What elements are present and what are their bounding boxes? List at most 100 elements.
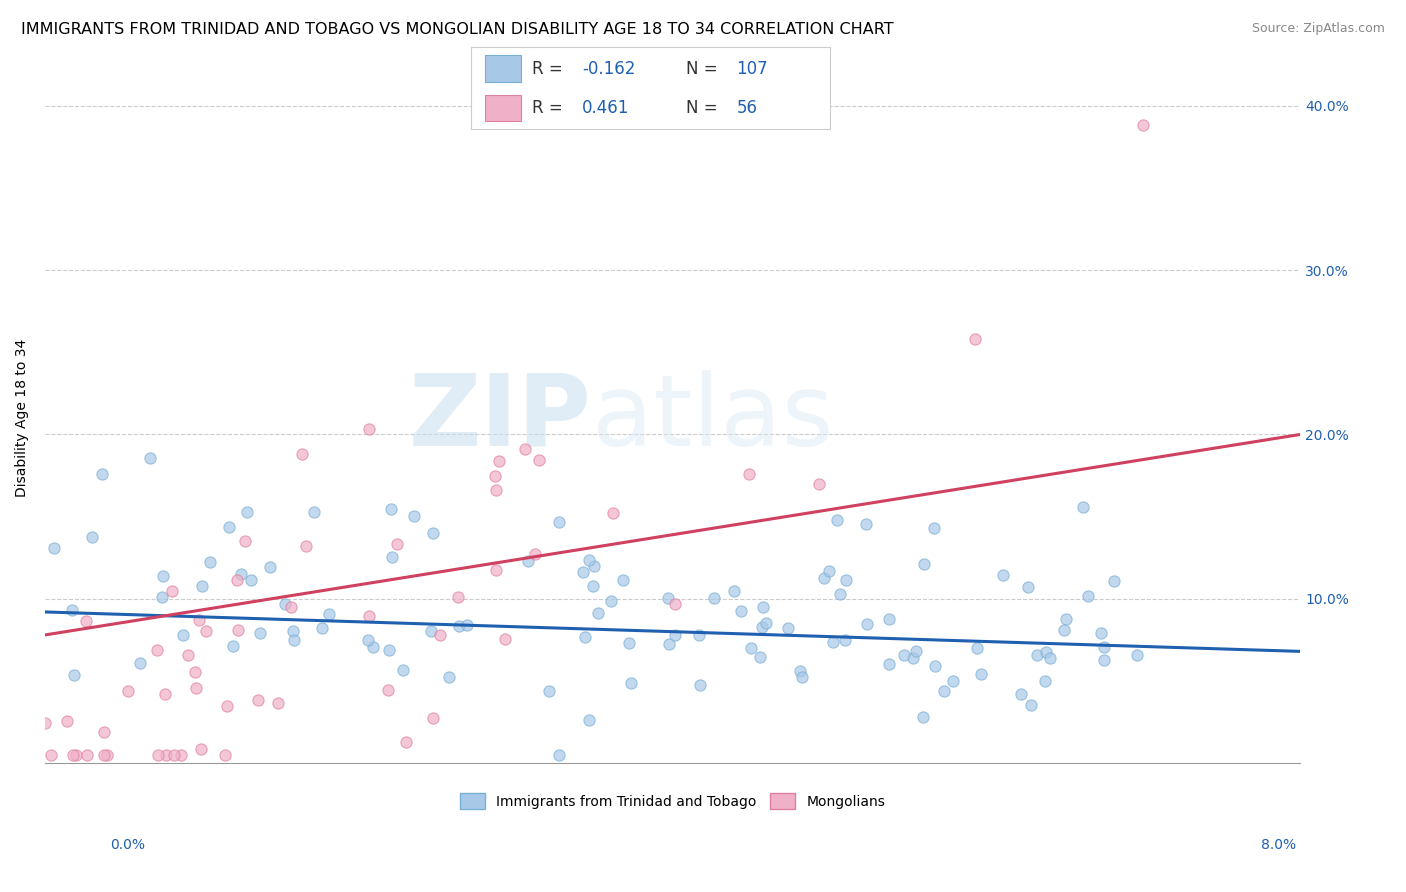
Point <box>1071 500 1094 515</box>
Point <box>226 623 249 637</box>
Point <box>93 724 115 739</box>
Text: Source: ZipAtlas.com: Source: ZipAtlas.com <box>1251 22 1385 36</box>
Point <box>280 600 302 615</box>
Point <box>391 663 413 677</box>
Point <box>447 591 470 605</box>
Point <box>162 584 184 599</box>
Point <box>311 622 333 636</box>
Point <box>703 591 725 606</box>
Point <box>291 447 314 461</box>
Point <box>1033 674 1056 689</box>
Point <box>63 667 86 681</box>
Point <box>357 422 380 436</box>
Point <box>128 656 150 670</box>
Point <box>789 664 811 678</box>
Point <box>39 747 62 762</box>
Point <box>75 615 97 629</box>
Text: N =: N = <box>686 99 717 117</box>
Y-axis label: Disability Age 18 to 34: Disability Age 18 to 34 <box>15 339 30 497</box>
Point <box>966 640 988 655</box>
Text: atlas: atlas <box>592 369 834 467</box>
Point <box>274 597 297 611</box>
Point <box>155 747 177 762</box>
Point <box>751 599 773 614</box>
Point <box>456 617 478 632</box>
Point <box>941 674 963 689</box>
Point <box>214 747 236 762</box>
FancyBboxPatch shape <box>485 55 522 82</box>
Point <box>485 483 508 497</box>
Point <box>163 747 186 762</box>
Point <box>619 676 641 690</box>
Point <box>484 468 506 483</box>
Point <box>1017 580 1039 594</box>
Text: R =: R = <box>531 99 562 117</box>
Point <box>361 640 384 654</box>
Point <box>187 613 209 627</box>
Point <box>664 628 686 642</box>
Point <box>240 573 263 587</box>
Point <box>93 747 115 762</box>
Point <box>295 540 318 554</box>
Point <box>283 633 305 648</box>
Point <box>357 608 380 623</box>
Point <box>828 587 851 601</box>
Point <box>571 565 593 579</box>
Point <box>1010 687 1032 701</box>
Point <box>688 628 710 642</box>
Point <box>924 659 946 673</box>
Text: IMMIGRANTS FROM TRINIDAD AND TOBAGO VS MONGOLIAN DISABILITY AGE 18 TO 34 CORRELA: IMMIGRANTS FROM TRINIDAD AND TOBAGO VS M… <box>21 22 894 37</box>
Point <box>485 563 508 577</box>
Point <box>738 467 761 481</box>
Point <box>912 710 935 724</box>
Point <box>422 711 444 725</box>
Point <box>825 513 848 527</box>
Point <box>357 633 380 648</box>
Point <box>190 741 212 756</box>
Point <box>808 477 831 491</box>
Point <box>146 643 169 657</box>
Point <box>547 747 569 762</box>
Point <box>612 574 634 588</box>
Point <box>723 584 745 599</box>
Point <box>855 517 877 532</box>
Point <box>513 442 536 457</box>
Point <box>267 696 290 710</box>
Point <box>1102 574 1125 588</box>
Text: ZIP: ZIP <box>408 369 591 467</box>
Point <box>912 557 935 571</box>
Point <box>778 621 800 635</box>
Point <box>380 502 402 516</box>
Point <box>1035 645 1057 659</box>
Point <box>932 684 955 698</box>
Point <box>877 657 900 671</box>
Point <box>751 620 773 634</box>
Point <box>218 520 240 534</box>
Point <box>1019 698 1042 712</box>
Point <box>904 644 927 658</box>
Point <box>302 505 325 519</box>
Point <box>172 628 194 642</box>
Point <box>195 624 218 638</box>
Point <box>813 571 835 585</box>
Point <box>578 713 600 727</box>
Point <box>818 564 841 578</box>
Point <box>318 607 340 621</box>
Text: 56: 56 <box>737 99 758 117</box>
Text: -0.162: -0.162 <box>582 60 636 78</box>
Text: R =: R = <box>531 60 562 78</box>
Point <box>395 735 418 749</box>
Point <box>249 625 271 640</box>
Point <box>429 628 451 642</box>
Point <box>233 534 256 549</box>
Point <box>1132 118 1154 132</box>
FancyBboxPatch shape <box>485 95 522 121</box>
Point <box>1092 653 1115 667</box>
Text: 107: 107 <box>737 60 768 78</box>
Point <box>402 508 425 523</box>
Point <box>217 698 239 713</box>
Point <box>377 683 399 698</box>
Point <box>581 579 603 593</box>
Point <box>740 640 762 655</box>
Point <box>91 467 114 481</box>
